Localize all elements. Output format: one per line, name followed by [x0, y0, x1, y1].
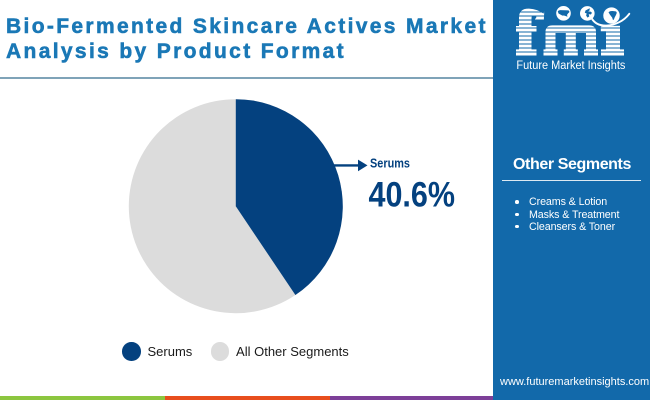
- svg-text:Serums: Serums: [370, 157, 410, 171]
- svg-text:Future Market Insights: Future Market Insights: [516, 60, 625, 72]
- svg-text:40.6%: 40.6%: [369, 175, 456, 215]
